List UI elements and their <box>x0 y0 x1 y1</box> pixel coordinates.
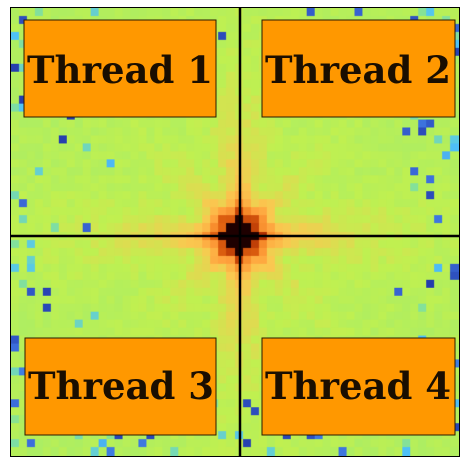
thread-1-box: Thread 1 <box>23 19 217 118</box>
thread-1-label: Thread 1 <box>27 48 213 92</box>
thread-2-label: Thread 2 <box>265 48 451 92</box>
thread-3-label: Thread 3 <box>28 364 214 408</box>
thread-4-label: Thread 4 <box>265 364 451 408</box>
thread-3-box: Thread 3 <box>24 337 217 436</box>
thread-2-box: Thread 2 <box>261 19 456 118</box>
thread-4-box: Thread 4 <box>261 337 456 436</box>
